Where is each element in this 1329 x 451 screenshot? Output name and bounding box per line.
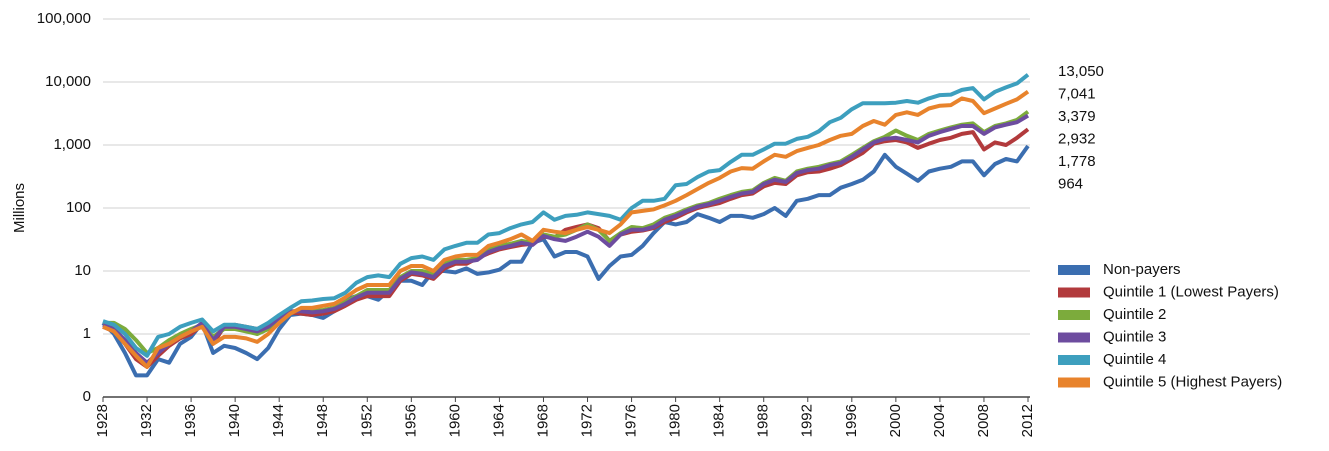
x-tick-label: 2012: [1019, 404, 1036, 437]
y-tick-label: 10,000: [45, 73, 91, 90]
x-tick-label: 1992: [799, 404, 816, 437]
x-tick-label: 1968: [534, 404, 551, 437]
series-line: [102, 89, 1030, 369]
y-tick-label: 0: [83, 388, 91, 405]
x-tick-label: 1928: [94, 404, 111, 437]
legend-label: Quintile 4: [1103, 351, 1166, 368]
end-value-label: 2,932: [1058, 130, 1096, 147]
x-tick-label: 1964: [490, 404, 507, 437]
y-tick-label: 10: [74, 262, 91, 279]
legend-swatch: [1058, 287, 1090, 298]
x-tick-label: 1976: [623, 404, 640, 437]
legend-swatch: [1058, 355, 1090, 365]
x-tick-label: 2004: [931, 404, 948, 437]
legend-swatch: [1058, 332, 1090, 343]
legend-label: Non-payers: [1103, 261, 1181, 278]
x-tick-label: 1948: [314, 404, 331, 437]
end-value-label: 3,379: [1058, 108, 1096, 125]
end-value-label: 7,041: [1058, 85, 1096, 102]
legend-swatch: [1058, 377, 1090, 388]
end-value-label: 1,778: [1058, 153, 1096, 170]
legend-label: Quintile 5 (Highest Payers): [1103, 373, 1282, 390]
y-tick-label: 100: [66, 199, 91, 216]
x-tick-label: 1980: [667, 404, 684, 437]
x-tick-label: 1960: [446, 404, 463, 437]
x-tick-label: 1996: [843, 404, 860, 437]
y-axis-label: Millions: [11, 183, 28, 233]
series-line: [102, 113, 1030, 365]
y-tick-label: 1: [83, 325, 91, 342]
legend-label: Quintile 2: [1103, 306, 1166, 323]
x-tick-label: 1972: [578, 404, 595, 437]
x-tick-label: 2008: [975, 404, 992, 437]
x-tick-label: 1956: [402, 404, 419, 437]
legend-label: Quintile 3: [1103, 328, 1166, 345]
x-tick-label: 1988: [755, 404, 772, 437]
x-tick-label: 1932: [138, 404, 155, 437]
legend-swatch: [1058, 310, 1090, 320]
end-value-label: 13,050: [1058, 63, 1104, 80]
y-tick-label: 1,000: [53, 136, 91, 153]
end-value-label: 964: [1058, 175, 1083, 192]
x-tick-label: 1952: [358, 404, 375, 437]
legend-swatch: [1058, 265, 1090, 275]
x-tick-label: 2000: [887, 404, 904, 437]
y-tick-label: 100,000: [37, 10, 91, 27]
legend-label: Quintile 1 (Lowest Payers): [1103, 283, 1279, 300]
x-tick-label: 1936: [182, 404, 199, 437]
x-tick-label: 1984: [711, 404, 728, 437]
x-tick-label: 1940: [226, 404, 243, 437]
series-line: [102, 73, 1030, 358]
series-line: [101, 144, 1030, 378]
x-tick-label: 1944: [270, 404, 287, 437]
